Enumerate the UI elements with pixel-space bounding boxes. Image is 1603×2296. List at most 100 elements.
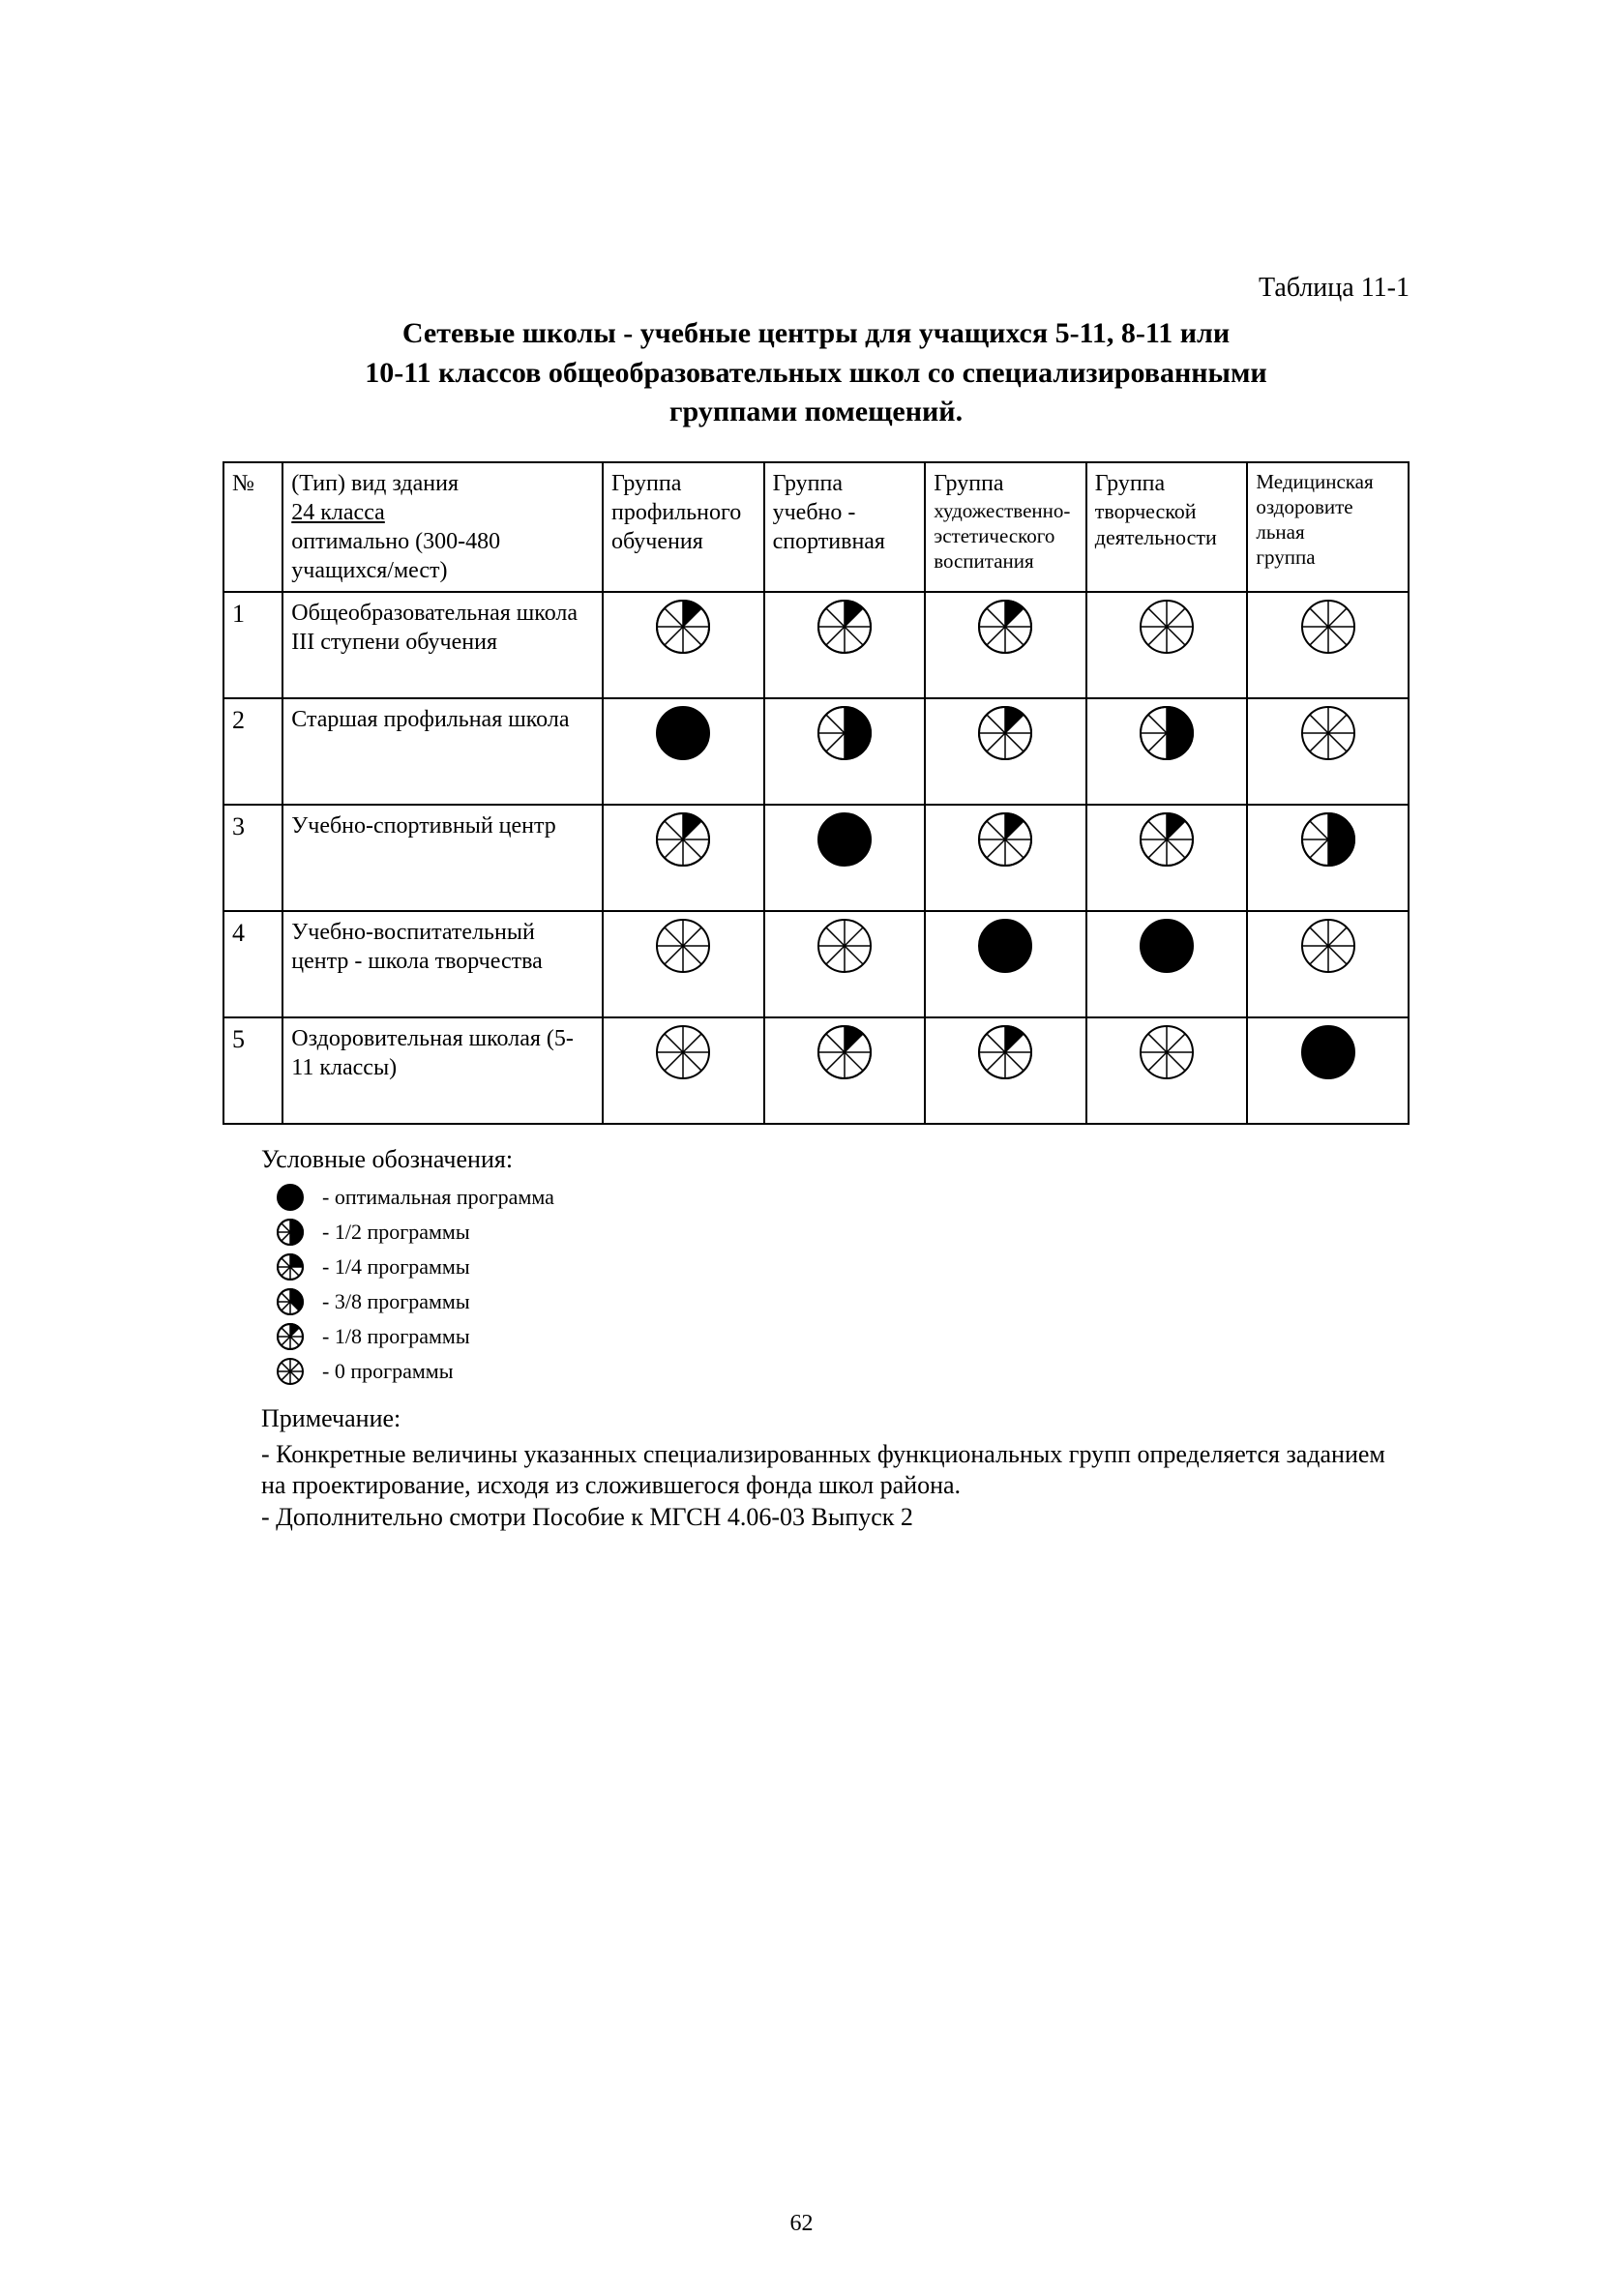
table-row: 4Учебно-воспитатель­ный центр - школа тв…	[223, 911, 1409, 1017]
cell-symbol	[603, 805, 764, 911]
pie-icon	[1139, 1024, 1195, 1080]
hdr-c5-l4: группа	[1256, 545, 1315, 569]
cell-symbol	[1247, 805, 1409, 911]
cell-symbol	[764, 805, 926, 911]
cell-symbol	[1247, 911, 1409, 1017]
pie-icon	[1139, 705, 1195, 761]
legend-item: - 3/8 программы	[276, 1287, 1410, 1316]
pie-icon	[276, 1183, 305, 1212]
hdr-c2-l2: учебно -	[773, 500, 856, 525]
page-title: Сетевые школы - учебные центры для учащи…	[223, 314, 1410, 432]
cell-symbol	[764, 698, 926, 805]
table-body: 1Общеобразовательная школа III ступени о…	[223, 592, 1409, 1124]
cell-symbol	[1247, 592, 1409, 698]
document-page: Таблица 11-1 Сетевые школы - учебные цен…	[0, 0, 1603, 2296]
cell-symbol	[764, 1017, 926, 1124]
pie-icon	[816, 918, 873, 974]
legend-label: - оптимальная программа	[322, 1184, 554, 1211]
cell-symbol	[925, 698, 1086, 805]
pie-icon	[816, 599, 873, 655]
legend-label: - 1/2 программы	[322, 1219, 470, 1246]
pie-icon	[655, 599, 711, 655]
hdr-c1-l2: профильного	[611, 500, 741, 525]
pie-icon	[276, 1252, 305, 1281]
hdr-col4: Группа творческой деятельности	[1086, 462, 1248, 592]
cell-symbol	[603, 1017, 764, 1124]
hdr-c3-l2: художественно-	[934, 499, 1070, 522]
cell-symbol	[1086, 592, 1248, 698]
pie-icon	[1139, 811, 1195, 868]
pie-icon	[816, 1024, 873, 1080]
hdr-col3: Группа художественно- эстетического восп…	[925, 462, 1086, 592]
pie-icon	[1300, 599, 1356, 655]
title-line-3: группами помещений.	[669, 396, 963, 427]
pie-icon	[1300, 1024, 1356, 1080]
pie-icon	[655, 705, 711, 761]
pie-icon	[1300, 705, 1356, 761]
cell-symbol	[1247, 698, 1409, 805]
hdr-type-l2: 24 класса	[291, 500, 385, 525]
cell-type: Учебно-спортивный центр	[282, 805, 603, 911]
hdr-c5-l1: Медицинская	[1256, 470, 1373, 493]
cell-symbol	[603, 911, 764, 1017]
cell-symbol	[925, 592, 1086, 698]
table-row: 2Старшая профильная школа	[223, 698, 1409, 805]
pie-icon	[1139, 599, 1195, 655]
cell-symbol	[1247, 1017, 1409, 1124]
pie-icon	[1300, 918, 1356, 974]
hdr-c3-l4: воспитания	[934, 549, 1033, 573]
cell-symbol	[1086, 911, 1248, 1017]
cell-type: Учебно-воспитатель­ный центр - школа тво…	[282, 911, 603, 1017]
legend-label: - 1/8 программы	[322, 1323, 470, 1350]
cell-num: 5	[223, 1017, 282, 1124]
cell-type: Общеобразовательная школа III ступени об…	[282, 592, 603, 698]
legend-item: - оптимальная программа	[276, 1183, 1410, 1212]
schools-table: № (Тип) вид здания 24 класса оптимально …	[223, 461, 1410, 1125]
pie-icon	[1139, 918, 1195, 974]
legend-title: Условные обозначения:	[261, 1144, 1410, 1176]
hdr-c5-l3: льная	[1256, 520, 1304, 544]
pie-icon	[977, 599, 1033, 655]
table-row: 5Оздоровительная школая (5-11 классы)	[223, 1017, 1409, 1124]
pie-icon	[977, 918, 1033, 974]
pie-icon	[977, 811, 1033, 868]
pie-icon	[816, 811, 873, 868]
note-body: - Конкретные величины указанных специали…	[261, 1439, 1410, 1534]
pie-icon	[1300, 811, 1356, 868]
cell-num: 4	[223, 911, 282, 1017]
legend-label: - 0 программы	[322, 1358, 454, 1385]
hdr-c4-l2: творческой	[1095, 499, 1197, 523]
hdr-c1-l3: обучения	[611, 529, 703, 554]
pie-icon	[276, 1322, 305, 1351]
pie-icon	[655, 918, 711, 974]
hdr-c3-l1: Группа	[934, 471, 1003, 496]
pie-icon	[977, 705, 1033, 761]
pie-icon	[977, 1024, 1033, 1080]
hdr-c4-l3: деятельности	[1095, 525, 1217, 549]
table-number-label: Таблица 11-1	[223, 271, 1410, 305]
note-title: Примечание:	[261, 1403, 1410, 1435]
hdr-c3-l3: эстетического	[934, 524, 1054, 547]
hdr-c2-l3: спортивная	[773, 529, 885, 554]
cell-num: 3	[223, 805, 282, 911]
cell-num: 1	[223, 592, 282, 698]
cell-symbol	[925, 911, 1086, 1017]
cell-symbol	[603, 698, 764, 805]
hdr-type-l4: учащихся/мест)	[291, 558, 447, 583]
cell-symbol	[764, 592, 926, 698]
legend-item: - 1/8 программы	[276, 1322, 1410, 1351]
hdr-col2: Группа учебно - спортивная	[764, 462, 926, 592]
hdr-col1: Группа профильного обучения	[603, 462, 764, 592]
hdr-type: (Тип) вид здания 24 класса оптимально (3…	[282, 462, 603, 592]
cell-symbol	[925, 805, 1086, 911]
hdr-type-l1: (Тип) вид здания	[291, 471, 459, 496]
cell-symbol	[925, 1017, 1086, 1124]
table-header-row: № (Тип) вид здания 24 класса оптимально …	[223, 462, 1409, 592]
hdr-c2-l1: Группа	[773, 471, 843, 496]
cell-symbol	[1086, 805, 1248, 911]
table-row: 1Общеобразовательная школа III ступени о…	[223, 592, 1409, 698]
legend-list: - оптимальная программа - 1/2 программы - …	[223, 1183, 1410, 1386]
note-line: - Конкретные величины указанных специали…	[261, 1439, 1410, 1502]
legend-label: - 3/8 программы	[322, 1288, 470, 1315]
table-row: 3Учебно-спортивный центр	[223, 805, 1409, 911]
